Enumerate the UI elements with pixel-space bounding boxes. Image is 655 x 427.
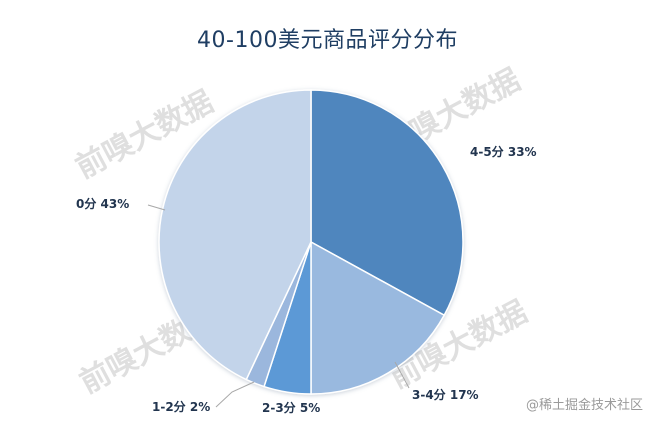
chart-title: 40-100美元商品评分分布 [197, 28, 458, 53]
slice-label: 1-2分 2% [152, 399, 210, 414]
pie-slices [158, 89, 464, 395]
slice-label: 4-5分 33% [470, 144, 537, 159]
leader-line [147, 204, 166, 211]
leader-line [394, 361, 410, 389]
source-credit: @稀土掘金技术社区 [525, 398, 643, 413]
leader-line [215, 381, 255, 408]
pie-slice-2 [310, 240, 446, 395]
slice-label: 0分 43% [76, 196, 129, 211]
pie-slice-1 [310, 89, 464, 317]
slice-label: 3-4分 17% [412, 387, 479, 402]
slice-label: 2-3分 5% [262, 400, 320, 415]
